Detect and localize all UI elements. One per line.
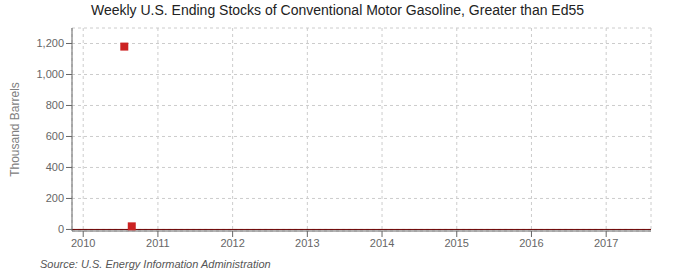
svg-text:2017: 2017 [594, 237, 618, 249]
svg-text:2010: 2010 [71, 237, 95, 249]
svg-text:2014: 2014 [370, 237, 394, 249]
svg-text:2012: 2012 [220, 237, 244, 249]
svg-text:2011: 2011 [146, 237, 170, 249]
svg-text:1,200: 1,200 [36, 37, 64, 49]
svg-text:2015: 2015 [445, 237, 469, 249]
svg-text:2016: 2016 [519, 237, 543, 249]
svg-text:1,000: 1,000 [36, 68, 64, 80]
html-text:Source: U.S. Energy Informatio: Source: U.S. Energy Information Administ… [40, 258, 271, 270]
svg-text:0: 0 [58, 223, 64, 235]
svg-text:2013: 2013 [295, 237, 319, 249]
svg-text:600: 600 [46, 130, 64, 142]
svg-text:800: 800 [46, 99, 64, 111]
svg-text:400: 400 [46, 161, 64, 173]
svg-text:Thousand Barrels: Thousand Barrels [8, 82, 22, 177]
svg-text:200: 200 [46, 192, 64, 204]
html-text:Weekly U.S. Ending Stocks of C: Weekly U.S. Ending Stocks of Conventiona… [90, 2, 585, 18]
